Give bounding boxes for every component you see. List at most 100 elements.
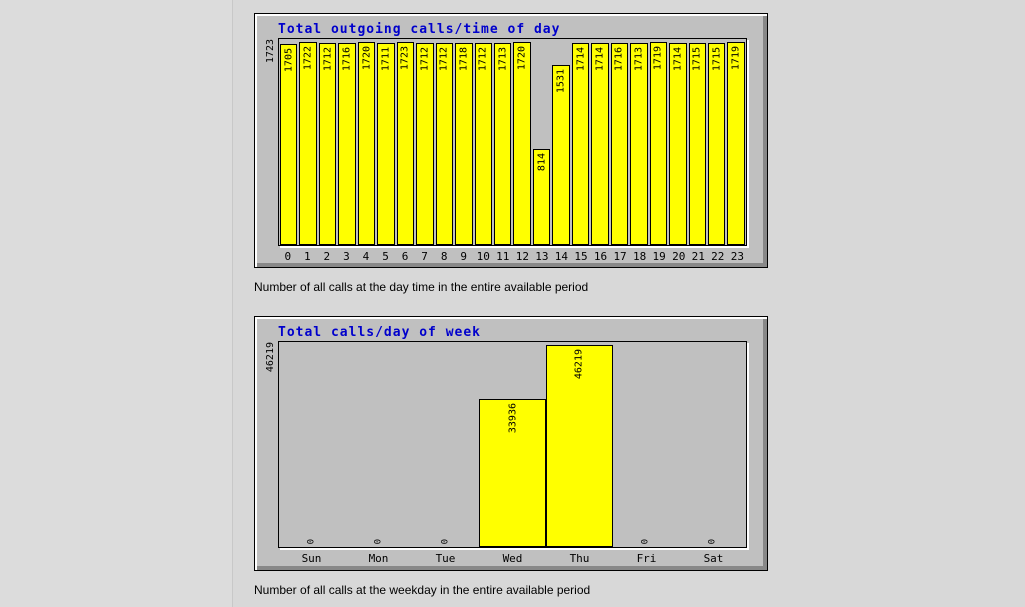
bar-value-label: 1713: [633, 47, 645, 72]
weekly-chart-title: Total calls/day of week: [278, 325, 482, 340]
bar-20: 1714: [669, 43, 687, 245]
bar-slot-Tue: 0: [412, 345, 479, 547]
zero-value-label: 0: [373, 538, 384, 544]
bar-slot-0: 1705: [279, 42, 298, 245]
bar-slot-13: 814: [532, 42, 551, 245]
bar-slot-3: 1716: [337, 42, 356, 245]
x-tick-label-23: 23: [730, 250, 744, 263]
bar-slot-Sun: 0: [279, 345, 346, 547]
hourly-plot-area: 1705 1722 1712 1716 1720 1711 1723 1712 1712 1718…: [278, 38, 747, 246]
bar-slot-10: 1712: [474, 42, 493, 245]
bar-value-label: 1712: [477, 47, 489, 72]
x-tick-label-12: 12: [515, 250, 529, 263]
x-tick-label-10: 10: [476, 250, 490, 263]
bar-slot-21: 1715: [688, 42, 707, 245]
bar-slot-Sat: 0: [679, 345, 746, 547]
x-tick-label-11: 11: [496, 250, 510, 263]
bar-slot-9: 1718: [454, 42, 473, 245]
weekly-x-axis: Sun Mon Tue Wed Thu Fri Sat: [263, 552, 767, 565]
bar-11: 1713: [493, 43, 512, 245]
weekly-y-axis-max-label: 46219: [265, 342, 276, 373]
x-tick-label-Wed: Wed: [502, 552, 523, 565]
bar-slot-16: 1714: [590, 42, 609, 245]
bar-slot-18: 1713: [629, 42, 648, 245]
bar-slot-Mon: 0: [346, 345, 413, 547]
x-tick-label-Sun: Sun: [301, 552, 322, 565]
bar-slot-Wed: 33936: [479, 345, 546, 547]
bar-16: 1714: [591, 43, 609, 245]
bar-value-label: 1714: [575, 47, 587, 72]
x-tick-label-6: 6: [401, 250, 409, 263]
x-tick-label-16: 16: [593, 250, 608, 263]
bar-value-label: 1713: [497, 47, 509, 72]
x-tick-label-9: 9: [460, 250, 467, 263]
bar-slot-4: 1720: [357, 42, 376, 245]
bar-value-label: 1722: [302, 46, 314, 71]
hourly-chart-caption: Number of all calls at the day time in t…: [254, 280, 589, 294]
bar-7: 1712: [416, 43, 434, 245]
x-tick-label-14: 14: [554, 250, 569, 263]
weekly-plot-row: 46219 0 0 0 33936 46219 0 0: [263, 341, 767, 548]
x-tick-label-18: 18: [632, 250, 647, 263]
x-tick-label-15: 15: [574, 250, 588, 263]
bar-value-label: 1720: [361, 46, 373, 71]
content-frame: Total outgoing calls/time of day 1723 17…: [232, 0, 1025, 607]
bar-slot-8: 1712: [435, 42, 454, 245]
bar-18: 1713: [630, 43, 648, 245]
bar-slot-1: 1722: [298, 42, 317, 245]
bar-slot-Fri: 0: [613, 345, 680, 547]
bar-13: 814: [532, 149, 551, 245]
hourly-chart-panel: Total outgoing calls/time of day 1723 17…: [254, 13, 768, 268]
bar-slot-5: 1711: [376, 42, 395, 245]
bar-value-label: 1719: [652, 46, 664, 71]
bar-slot-2: 1712: [318, 42, 337, 245]
hourly-x-axis-labels: 0 1 2 3 4 5 6 7 8 9 10 11 12 13 14 15 16 17 18 19 20 21 22 23: [278, 250, 747, 263]
bar-slot-20: 1714: [668, 42, 687, 245]
x-tick-label-Thu: Thu: [569, 552, 590, 565]
bar-slot-12: 1720: [512, 42, 531, 245]
hourly-x-axis-spacer: [263, 250, 278, 263]
bar-slot-17: 1716: [610, 42, 629, 245]
zero-value-label: 0: [440, 538, 451, 544]
bar-Wed: 33936: [479, 398, 546, 547]
x-tick-label-13: 13: [535, 250, 549, 263]
bar-4: 1720: [357, 42, 376, 245]
bar-value-label: 1718: [458, 46, 470, 71]
bar-Thu: 46219: [545, 345, 613, 547]
hourly-chart-title: Total outgoing calls/time of day: [278, 22, 561, 37]
bar-slot-6: 1723: [396, 42, 415, 245]
x-tick-label-17: 17: [613, 250, 627, 263]
x-tick-label-4: 4: [362, 250, 370, 263]
zero-value-label: 0: [306, 538, 317, 544]
bar-6: 1723: [396, 42, 415, 245]
bar-value-label: 1712: [438, 47, 450, 72]
bar-value-label: 1705: [283, 48, 295, 73]
bar-value-label: 33936: [507, 402, 519, 433]
weekly-x-axis-labels: Sun Mon Tue Wed Thu Fri Sat: [278, 552, 747, 565]
bar-22: 1715: [707, 42, 726, 245]
bar-value-label: 1723: [399, 46, 411, 71]
x-tick-label-19: 19: [652, 250, 666, 263]
weekly-chart-section: Total calls/day of week 46219 0 0 0 33936 46…: [254, 316, 768, 597]
x-tick-label-2: 2: [323, 250, 331, 263]
bar-slot-11: 1713: [493, 42, 512, 245]
x-tick-label-21: 21: [691, 250, 705, 263]
bar-slot-7: 1712: [415, 42, 434, 245]
x-tick-label-8: 8: [440, 250, 448, 263]
bar-8: 1712: [435, 43, 454, 245]
x-tick-label-Sat: Sat: [703, 552, 724, 565]
weekly-x-axis-spacer: [263, 552, 278, 565]
x-tick-label-20: 20: [672, 250, 686, 263]
bar-2: 1712: [318, 43, 337, 245]
bar-slot-23: 1719: [726, 42, 745, 245]
bar-21: 1715: [688, 42, 706, 245]
bar-value-label: 1714: [672, 47, 684, 72]
bar-value-label: 1531: [555, 68, 567, 93]
bar-slot-22: 1715: [707, 42, 726, 245]
x-tick-label-1: 1: [304, 250, 311, 263]
bar-value-label: 814: [536, 153, 548, 172]
bar-value-label: 1715: [711, 46, 723, 72]
bar-value-label: 1714: [594, 47, 606, 72]
bar-17: 1716: [610, 42, 629, 245]
weekly-chart-panel: Total calls/day of week 46219 0 0 0 33936 46…: [254, 316, 768, 571]
